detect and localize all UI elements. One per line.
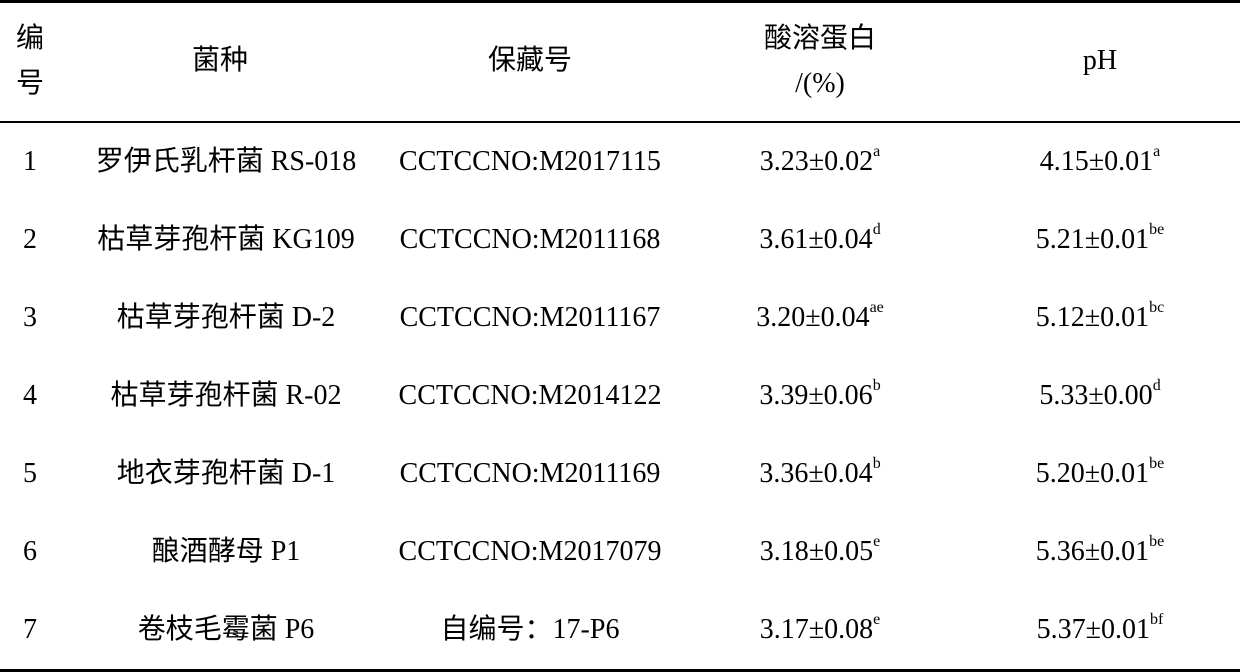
protein-superscript: ae bbox=[870, 299, 884, 316]
table-row: 2枯草芽孢杆菌 KG109CCTCCNO:M20111683.61±0.04d5… bbox=[0, 201, 1240, 279]
protein-superscript: e bbox=[873, 611, 880, 628]
table-row: 4枯草芽孢杆菌 R-02CCTCCNO:M20141223.39±0.06b5.… bbox=[0, 357, 1240, 435]
cell-protein: 3.20±0.04ae bbox=[680, 279, 960, 357]
header-protein: 酸溶蛋白 /(%) bbox=[680, 2, 960, 122]
ph-superscript: be bbox=[1149, 455, 1164, 472]
table-body: 1罗伊氏乳杆菌 RS-018CCTCCNO:M20171153.23±0.02a… bbox=[0, 122, 1240, 671]
header-protein-line2: /(%) bbox=[795, 68, 845, 99]
cell-protein: 3.17±0.08e bbox=[680, 591, 960, 671]
protein-value: 3.23±0.02 bbox=[760, 146, 873, 177]
header-row: 编 号 菌种 保藏号 酸溶蛋白 /(%) pH bbox=[0, 2, 1240, 122]
header-ph: pH bbox=[960, 2, 1240, 122]
cell-ph: 5.12±0.01bc bbox=[960, 279, 1240, 357]
table-row: 7卷枝毛霉菌 P6自编号：17-P63.17±0.08e5.37±0.01bf bbox=[0, 591, 1240, 671]
ph-superscript: be bbox=[1149, 221, 1164, 238]
protein-value: 3.36±0.04 bbox=[759, 458, 872, 489]
cell-species: 枯草芽孢杆菌 KG109 bbox=[60, 201, 380, 279]
header-protein-line1: 酸溶蛋白 bbox=[764, 23, 876, 54]
header-species: 菌种 bbox=[60, 2, 380, 122]
cell-id: 5 bbox=[0, 435, 60, 513]
cell-species: 酿酒酵母 P1 bbox=[60, 513, 380, 591]
cell-id: 6 bbox=[0, 513, 60, 591]
cell-deposit: CCTCCNO:M2017079 bbox=[380, 513, 680, 591]
table-row: 1罗伊氏乳杆菌 RS-018CCTCCNO:M20171153.23±0.02a… bbox=[0, 122, 1240, 201]
cell-protein: 3.23±0.02a bbox=[680, 122, 960, 201]
protein-value: 3.17±0.08 bbox=[760, 614, 873, 645]
cell-protein: 3.18±0.05e bbox=[680, 513, 960, 591]
ph-superscript: bf bbox=[1150, 611, 1163, 628]
cell-id: 4 bbox=[0, 357, 60, 435]
cell-ph: 5.20±0.01be bbox=[960, 435, 1240, 513]
ph-superscript: a bbox=[1153, 143, 1160, 160]
protein-superscript: b bbox=[873, 377, 881, 394]
protein-value: 3.18±0.05 bbox=[760, 536, 873, 567]
protein-value: 3.39±0.06 bbox=[759, 380, 872, 411]
cell-id: 3 bbox=[0, 279, 60, 357]
cell-species: 地衣芽孢杆菌 D-1 bbox=[60, 435, 380, 513]
cell-deposit: 自编号：17-P6 bbox=[380, 591, 680, 671]
ph-superscript: be bbox=[1149, 533, 1164, 550]
cell-deposit: CCTCCNO:M2011168 bbox=[380, 201, 680, 279]
protein-value: 3.20±0.04 bbox=[756, 302, 869, 333]
header-id-line1: 编 bbox=[16, 23, 44, 54]
cell-species: 卷枝毛霉菌 P6 bbox=[60, 591, 380, 671]
ph-value: 4.15±0.01 bbox=[1040, 146, 1153, 177]
cell-ph: 5.36±0.01be bbox=[960, 513, 1240, 591]
cell-ph: 5.37±0.01bf bbox=[960, 591, 1240, 671]
protein-superscript: e bbox=[873, 533, 880, 550]
header-deposit: 保藏号 bbox=[380, 2, 680, 122]
ph-value: 5.20±0.01 bbox=[1036, 458, 1149, 489]
cell-protein: 3.36±0.04b bbox=[680, 435, 960, 513]
ph-value: 5.37±0.01 bbox=[1037, 614, 1150, 645]
ph-value: 5.33±0.00 bbox=[1039, 380, 1152, 411]
cell-ph: 5.33±0.00d bbox=[960, 357, 1240, 435]
ph-value: 5.12±0.01 bbox=[1036, 302, 1149, 333]
cell-protein: 3.61±0.04d bbox=[680, 201, 960, 279]
ph-superscript: d bbox=[1153, 377, 1161, 394]
table-row: 6酿酒酵母 P1CCTCCNO:M20170793.18±0.05e5.36±0… bbox=[0, 513, 1240, 591]
ph-value: 5.36±0.01 bbox=[1036, 536, 1149, 567]
cell-species: 枯草芽孢杆菌 R-02 bbox=[60, 357, 380, 435]
protein-superscript: d bbox=[873, 221, 881, 238]
cell-deposit: CCTCCNO:M2014122 bbox=[380, 357, 680, 435]
ph-value: 5.21±0.01 bbox=[1036, 224, 1149, 255]
cell-id: 2 bbox=[0, 201, 60, 279]
cell-protein: 3.39±0.06b bbox=[680, 357, 960, 435]
ph-superscript: bc bbox=[1149, 299, 1164, 316]
cell-deposit: CCTCCNO:M2017115 bbox=[380, 122, 680, 201]
table-row: 3枯草芽孢杆菌 D-2CCTCCNO:M20111673.20±0.04ae5.… bbox=[0, 279, 1240, 357]
protein-value: 3.61±0.04 bbox=[759, 224, 872, 255]
header-id-line2: 号 bbox=[16, 68, 44, 99]
cell-id: 7 bbox=[0, 591, 60, 671]
strain-table: 编 号 菌种 保藏号 酸溶蛋白 /(%) pH 1罗伊氏乳杆菌 RS-018CC… bbox=[0, 0, 1240, 672]
data-table-container: 编 号 菌种 保藏号 酸溶蛋白 /(%) pH 1罗伊氏乳杆菌 RS-018CC… bbox=[0, 0, 1240, 658]
cell-deposit: CCTCCNO:M2011169 bbox=[380, 435, 680, 513]
table-row: 5地衣芽孢杆菌 D-1CCTCCNO:M20111693.36±0.04b5.2… bbox=[0, 435, 1240, 513]
protein-superscript: a bbox=[873, 143, 880, 160]
header-id: 编 号 bbox=[0, 2, 60, 122]
cell-id: 1 bbox=[0, 122, 60, 201]
cell-deposit: CCTCCNO:M2011167 bbox=[380, 279, 680, 357]
protein-superscript: b bbox=[873, 455, 881, 472]
cell-ph: 5.21±0.01be bbox=[960, 201, 1240, 279]
cell-species: 罗伊氏乳杆菌 RS-018 bbox=[60, 122, 380, 201]
cell-species: 枯草芽孢杆菌 D-2 bbox=[60, 279, 380, 357]
cell-ph: 4.15±0.01a bbox=[960, 122, 1240, 201]
